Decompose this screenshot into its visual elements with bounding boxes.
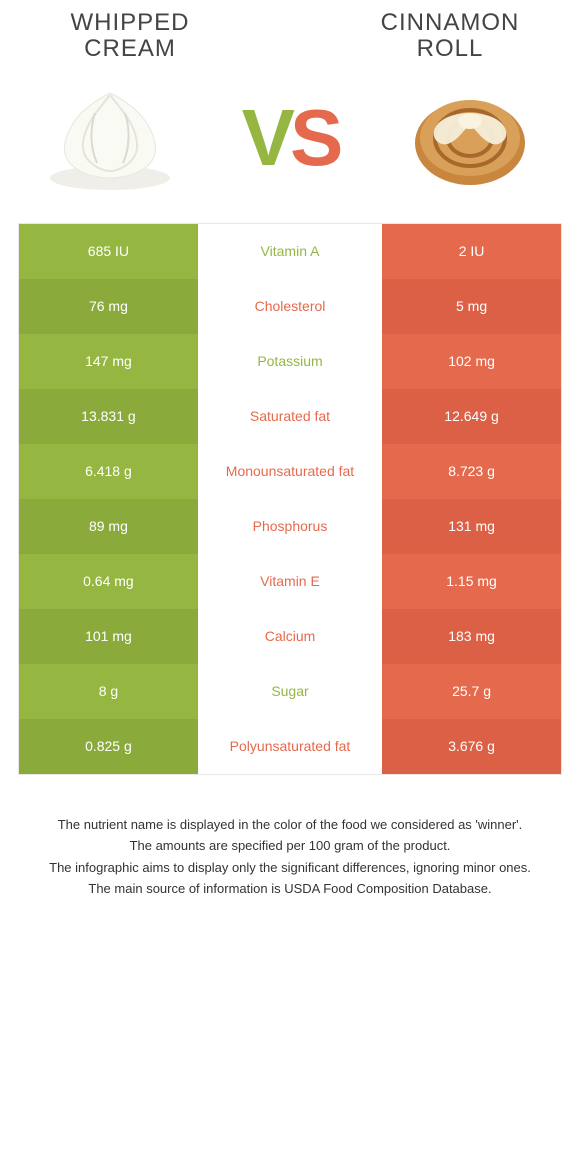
nutrient-label: Potassium [198, 334, 382, 389]
left-title: WHIPPED CREAM [30, 10, 230, 63]
nutrient-label: Polyunsaturated fat [198, 719, 382, 774]
table-row: 89 mgPhosphorus131 mg [19, 499, 561, 554]
cinnamon-roll-image [390, 78, 550, 198]
right-value: 183 mg [382, 609, 561, 664]
left-value: 6.418 g [19, 444, 198, 499]
nutrient-label: Vitamin A [198, 224, 382, 279]
vs-label: VS [242, 98, 339, 178]
left-value: 0.64 mg [19, 554, 198, 609]
right-value: 102 mg [382, 334, 561, 389]
table-row: 13.831 gSaturated fat12.649 g [19, 389, 561, 444]
left-value: 8 g [19, 664, 198, 719]
nutrient-label: Calcium [198, 609, 382, 664]
vs-s: S [290, 93, 338, 182]
table-row: 101 mgCalcium183 mg [19, 609, 561, 664]
footnotes: The nutrient name is displayed in the co… [30, 815, 550, 899]
right-value: 5 mg [382, 279, 561, 334]
nutrient-label: Cholesterol [198, 279, 382, 334]
footnote-line: The nutrient name is displayed in the co… [30, 815, 550, 835]
table-row: 685 IUVitamin A2 IU [19, 224, 561, 279]
cinnamon-roll-icon [395, 83, 545, 193]
left-value: 101 mg [19, 609, 198, 664]
images-row: VS [0, 63, 580, 223]
table-row: 0.64 mgVitamin E1.15 mg [19, 554, 561, 609]
right-value: 8.723 g [382, 444, 561, 499]
right-value: 25.7 g [382, 664, 561, 719]
footnote-line: The amounts are specified per 100 gram o… [30, 836, 550, 856]
left-value: 89 mg [19, 499, 198, 554]
table-row: 8 gSugar25.7 g [19, 664, 561, 719]
left-value: 13.831 g [19, 389, 198, 444]
right-value: 131 mg [382, 499, 561, 554]
left-value: 76 mg [19, 279, 198, 334]
left-value: 0.825 g [19, 719, 198, 774]
right-value: 2 IU [382, 224, 561, 279]
footnote-line: The main source of information is USDA F… [30, 879, 550, 899]
left-value: 685 IU [19, 224, 198, 279]
table-row: 6.418 gMonounsaturated fat8.723 g [19, 444, 561, 499]
nutrient-label: Saturated fat [198, 389, 382, 444]
left-value: 147 mg [19, 334, 198, 389]
whipped-cream-icon [35, 83, 185, 193]
right-value: 3.676 g [382, 719, 561, 774]
titles-row: WHIPPED CREAM CINNAMON ROLL [0, 0, 580, 63]
nutrient-label: Monounsaturated fat [198, 444, 382, 499]
comparison-table: 685 IUVitamin A2 IU76 mgCholesterol5 mg1… [18, 223, 562, 775]
table-row: 76 mgCholesterol5 mg [19, 279, 561, 334]
table-row: 147 mgPotassium102 mg [19, 334, 561, 389]
table-row: 0.825 gPolyunsaturated fat3.676 g [19, 719, 561, 774]
nutrient-label: Vitamin E [198, 554, 382, 609]
nutrient-label: Phosphorus [198, 499, 382, 554]
nutrient-label: Sugar [198, 664, 382, 719]
whipped-cream-image [30, 78, 190, 198]
right-value: 12.649 g [382, 389, 561, 444]
right-value: 1.15 mg [382, 554, 561, 609]
vs-v: V [242, 93, 290, 182]
right-title: CINNAMON ROLL [350, 10, 550, 63]
footnote-line: The infographic aims to display only the… [30, 858, 550, 878]
